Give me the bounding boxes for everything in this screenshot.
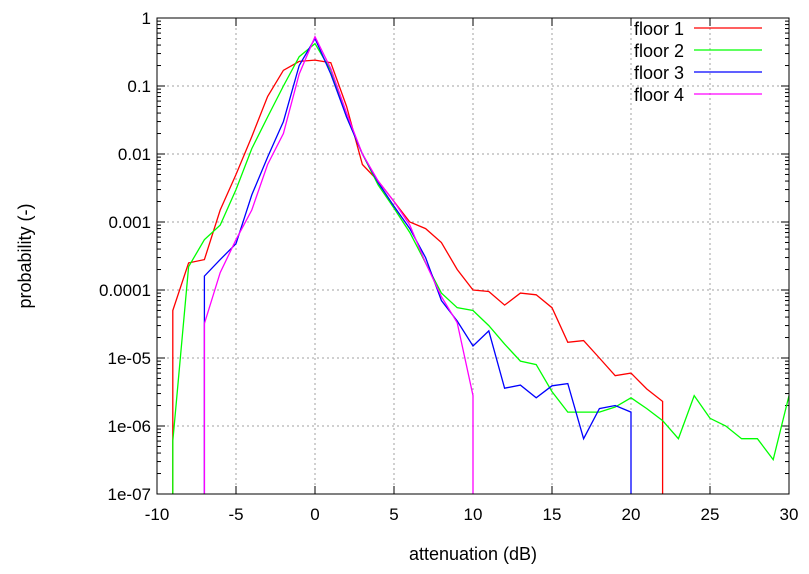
x-tick-label: 0 (310, 505, 319, 524)
x-tick-label: -5 (228, 505, 243, 524)
x-tick-label: 25 (701, 505, 720, 524)
series-line-floor-1 (172, 59, 664, 494)
x-tick-label: 10 (464, 505, 483, 524)
x-tick-label: 30 (780, 505, 799, 524)
legend-label: floor 4 (634, 85, 684, 105)
y-tick-label: 0.001 (108, 213, 151, 232)
y-axis-label: probability (-) (15, 203, 35, 308)
plot-frame (156, 17, 790, 495)
axis-ticks (156, 17, 790, 495)
x-tick-label: 20 (622, 505, 641, 524)
y-tick-label: 0.1 (127, 77, 151, 96)
legend-label: floor 2 (634, 41, 684, 61)
y-tick-label: 0.0001 (99, 281, 151, 300)
y-tick-label: 1e-05 (108, 349, 151, 368)
x-axis-label: attenuation (dB) (409, 544, 537, 564)
x-tick-label: 15 (543, 505, 562, 524)
y-tick-label: 1 (142, 9, 151, 28)
legend-label: floor 3 (634, 63, 684, 83)
x-tick-label: -10 (145, 505, 170, 524)
series-line-floor-2 (172, 42, 790, 494)
legend-label: floor 1 (634, 19, 684, 39)
y-tick-label: 1e-06 (108, 417, 151, 436)
x-tick-labels: -10 -5 0 5 10 15 20 25 30 (145, 505, 799, 524)
series-lines (172, 35, 790, 494)
series-line-floor-4 (203, 35, 474, 494)
y-tick-label: 1e-07 (108, 485, 151, 504)
y-tick-label: 0.01 (118, 145, 151, 164)
y-tick-labels: 1e-07 1e-06 1e-05 0.0001 0.001 0.01 0.1 1 (99, 9, 151, 504)
x-tick-label: 5 (389, 505, 398, 524)
